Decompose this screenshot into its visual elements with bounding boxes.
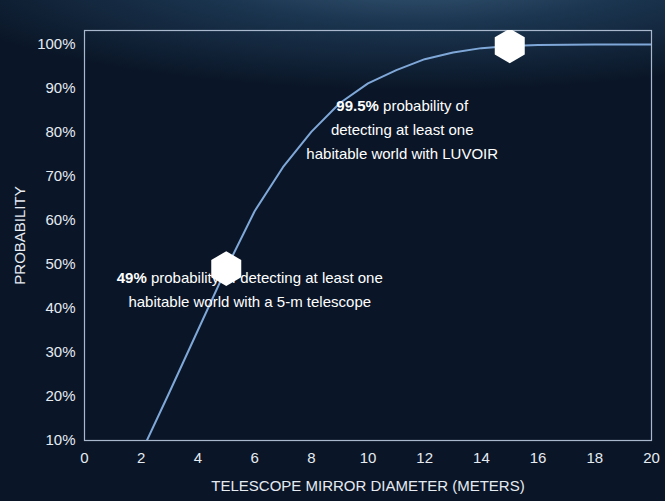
svg-text:40%: 40% <box>45 299 75 316</box>
svg-text:18: 18 <box>586 449 603 466</box>
svg-text:0: 0 <box>80 449 88 466</box>
svg-text:8: 8 <box>307 449 315 466</box>
svg-text:habitable world with LUVOIR: habitable world with LUVOIR <box>306 145 498 162</box>
svg-text:99.5% probability of: 99.5% probability of <box>336 97 469 114</box>
svg-text:habitable world with a 5-m tel: habitable world with a 5-m telescope <box>128 293 371 310</box>
svg-text:10%: 10% <box>45 431 75 448</box>
svg-text:PROBABILITY: PROBABILITY <box>11 186 28 284</box>
svg-text:detecting at least one: detecting at least one <box>331 121 474 138</box>
svg-text:100%: 100% <box>37 35 75 52</box>
svg-text:10: 10 <box>360 449 377 466</box>
svg-text:50%: 50% <box>45 255 75 272</box>
svg-text:2: 2 <box>137 449 145 466</box>
svg-text:70%: 70% <box>45 167 75 184</box>
svg-text:90%: 90% <box>45 79 75 96</box>
svg-text:20%: 20% <box>45 387 75 404</box>
svg-text:12: 12 <box>416 449 433 466</box>
svg-text:14: 14 <box>473 449 490 466</box>
svg-text:60%: 60% <box>45 211 75 228</box>
svg-text:30%: 30% <box>45 343 75 360</box>
svg-text:80%: 80% <box>45 123 75 140</box>
svg-text:4: 4 <box>194 449 202 466</box>
svg-text:6: 6 <box>250 449 258 466</box>
svg-text:16: 16 <box>530 449 547 466</box>
svg-text:TELESCOPE MIRROR DIAMETER (MET: TELESCOPE MIRROR DIAMETER (METERS) <box>211 477 524 494</box>
svg-text:49% probability of detecting a: 49% probability of detecting at least on… <box>117 269 383 286</box>
svg-text:20: 20 <box>643 449 660 466</box>
